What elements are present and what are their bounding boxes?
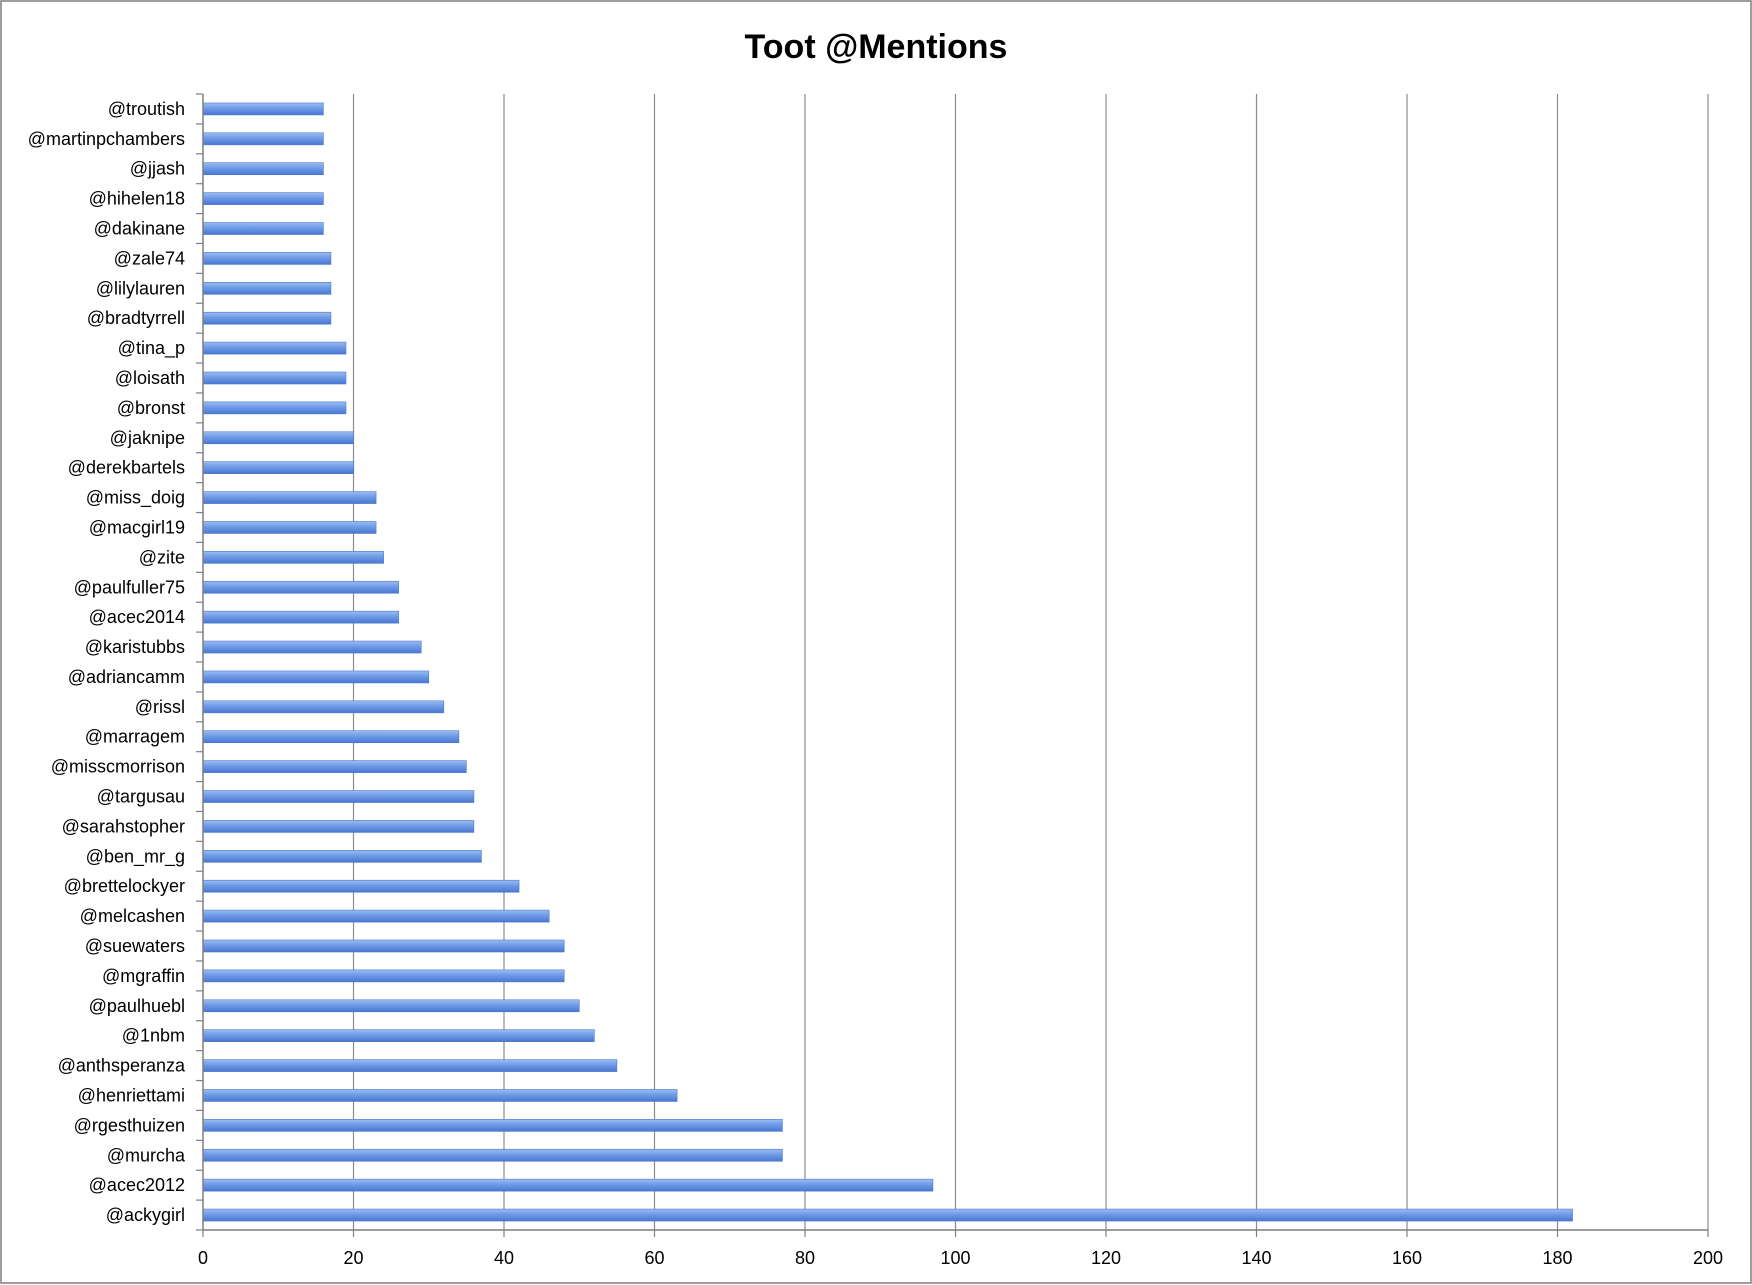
bar	[202, 491, 377, 504]
category-label: @acec2012	[89, 1175, 185, 1195]
category-label: @loisath	[115, 368, 185, 388]
bar	[202, 461, 354, 474]
chart-title: Toot @Mentions	[745, 28, 1008, 66]
category-label: @zite	[139, 547, 185, 567]
bar	[202, 222, 324, 235]
category-label: @jjash	[130, 159, 185, 179]
x-tick-label: 200	[1693, 1248, 1723, 1268]
bar	[202, 252, 332, 265]
bar	[202, 640, 422, 654]
bar	[202, 162, 324, 176]
bar	[202, 1148, 783, 1162]
x-tick-label: 80	[795, 1248, 815, 1268]
bar	[202, 371, 347, 385]
category-label: @bronst	[117, 398, 185, 418]
category-label: @ackygirl	[106, 1205, 185, 1225]
category-label: @sarahstopher	[62, 816, 185, 836]
bar	[202, 820, 475, 833]
bar	[202, 551, 384, 564]
category-label: @paulhuebl	[89, 996, 185, 1016]
labels: 0 20 40 60 80 100 120 140 160 180 200 @troutish @mar…	[28, 99, 1723, 1268]
category-label: @bradtyrrell	[87, 308, 185, 328]
category-label: @1nbm	[122, 1026, 185, 1046]
category-label: @jaknipe	[110, 428, 185, 448]
category-label: @anthsperanza	[58, 1056, 186, 1076]
category-label: @troutish	[108, 99, 185, 119]
x-tick-label: 20	[343, 1248, 363, 1268]
bar	[202, 580, 399, 594]
bar	[202, 1119, 783, 1132]
bar	[202, 431, 354, 445]
bar	[202, 192, 324, 205]
bar	[202, 282, 332, 295]
bar	[202, 341, 347, 355]
bar	[202, 909, 550, 923]
bar	[202, 401, 347, 415]
bar	[202, 879, 520, 893]
category-label: @ben_mr_g	[86, 846, 185, 867]
x-tick-label: 140	[1241, 1248, 1271, 1268]
bar	[202, 610, 399, 624]
category-label: @suewaters	[85, 936, 185, 956]
category-label: @rgesthuizen	[74, 1115, 185, 1135]
category-label: @mgraffin	[102, 966, 185, 986]
category-label: @derekbartels	[68, 458, 185, 478]
bar	[202, 999, 580, 1013]
x-tick-label: 0	[198, 1248, 208, 1268]
bar	[202, 311, 332, 325]
bars	[202, 102, 1573, 1222]
category-label: @brettelockyer	[64, 876, 185, 896]
category-label: @zale74	[114, 248, 185, 268]
x-tick-label: 160	[1392, 1248, 1422, 1268]
x-tick-label: 120	[1091, 1248, 1121, 1268]
x-tick-label: 60	[644, 1248, 664, 1268]
bar	[202, 730, 460, 744]
bar	[202, 670, 430, 684]
category-label: @melcashen	[80, 906, 185, 926]
axes	[196, 93, 1709, 1237]
category-label: @adriancamm	[68, 667, 185, 687]
bar	[202, 102, 324, 116]
category-label: @rissl	[135, 697, 185, 717]
bar	[202, 1178, 934, 1192]
bar	[202, 939, 565, 953]
category-label: @dakinane	[94, 219, 185, 239]
x-tick-label: 100	[940, 1248, 970, 1268]
category-label: @murcha	[107, 1145, 186, 1165]
bar	[202, 1029, 595, 1042]
category-label: @miss_doig	[86, 488, 185, 509]
category-label: @henriettami	[78, 1085, 185, 1105]
x-tick-label: 180	[1542, 1248, 1572, 1268]
category-label: @paulfuller75	[74, 577, 185, 597]
category-label: @targusau	[97, 787, 185, 807]
bar	[202, 760, 467, 773]
bar	[202, 521, 377, 534]
bar	[202, 1089, 678, 1102]
bar	[202, 132, 324, 146]
category-label: @misscmorrison	[51, 757, 185, 777]
bar	[202, 850, 482, 863]
category-label: @hihelen18	[89, 189, 185, 209]
x-tick-label: 40	[494, 1248, 514, 1268]
bar	[202, 790, 475, 803]
bar	[202, 969, 565, 983]
bar	[202, 1059, 618, 1072]
category-label: @tina_p	[118, 338, 185, 359]
category-label: @karistubbs	[85, 637, 185, 657]
bar	[202, 700, 445, 714]
category-label: @lilylauren	[96, 278, 185, 298]
bar	[202, 1208, 1573, 1222]
category-label: @martinpchambers	[28, 129, 185, 149]
category-label: @acec2014	[89, 607, 185, 627]
category-label: @macgirl19	[89, 517, 185, 537]
category-label: @marragem	[85, 727, 185, 747]
